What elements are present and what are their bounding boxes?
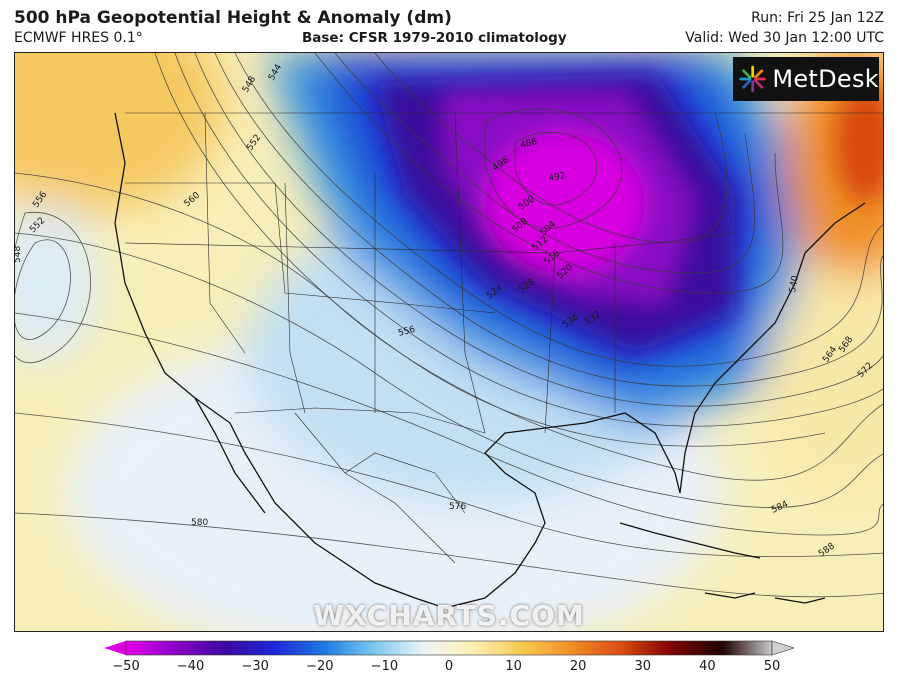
- contour-label: 556: [397, 325, 416, 339]
- contour-label: 540: [788, 275, 801, 294]
- run-time: Run: Fri 25 Jan 12Z: [751, 10, 884, 26]
- metdesk-logo: MetDesk: [733, 57, 879, 101]
- chart-title: 500 hPa Geopotential Height & Anomaly (d…: [14, 8, 452, 28]
- anomaly-map: 544 548 552 556 560 552 548 488 492 496 …: [15, 53, 883, 631]
- contour-label: 576: [449, 502, 466, 512]
- colorbar-tick-label: −50: [112, 659, 140, 674]
- metdesk-starburst-icon: [739, 65, 766, 93]
- colorbar-min-arrow: [104, 641, 126, 655]
- climatology-base: Base: CFSR 1979-2010 climatology: [302, 30, 567, 46]
- model-name: ECMWF HRES 0.1°: [14, 30, 143, 46]
- contour-label: 488: [519, 137, 538, 151]
- map-panel: 544 548 552 556 560 552 548 488 492 496 …: [14, 52, 884, 632]
- colorbar-tick-label: −20: [306, 659, 334, 674]
- colorbar-tick-label: 30: [634, 659, 652, 674]
- watermark: WXCHARTS.COM: [313, 599, 585, 632]
- colorbar-max-arrow: [771, 640, 795, 656]
- colorbar-tick-label: 0: [444, 659, 454, 674]
- colorbar-tick-label: −10: [370, 659, 399, 674]
- contour-label: 492: [548, 171, 567, 184]
- contour-label: 580: [191, 518, 208, 528]
- colorbar-tick-label: 50: [763, 659, 781, 674]
- colorbar-tick-label: −30: [241, 659, 269, 674]
- colorbar-gradient: [104, 640, 795, 656]
- colorbar-tick-label: −40: [176, 659, 205, 674]
- colorbar-tick-label: 40: [699, 659, 716, 674]
- valid-time: Valid: Wed 30 Jan 12:00 UTC: [685, 30, 884, 46]
- state-borders: [124, 112, 883, 564]
- contour-label: 548: [15, 246, 23, 263]
- colorbar: −50 −40 −30 −20 −10 0 10 20 30 40 50: [104, 640, 795, 684]
- height-contours: [15, 53, 883, 598]
- colorbar-tick-label: 10: [505, 659, 522, 674]
- coastlines: [114, 112, 866, 609]
- logo-text: MetDesk: [772, 65, 879, 93]
- colorbar-tick-label: 20: [569, 659, 587, 674]
